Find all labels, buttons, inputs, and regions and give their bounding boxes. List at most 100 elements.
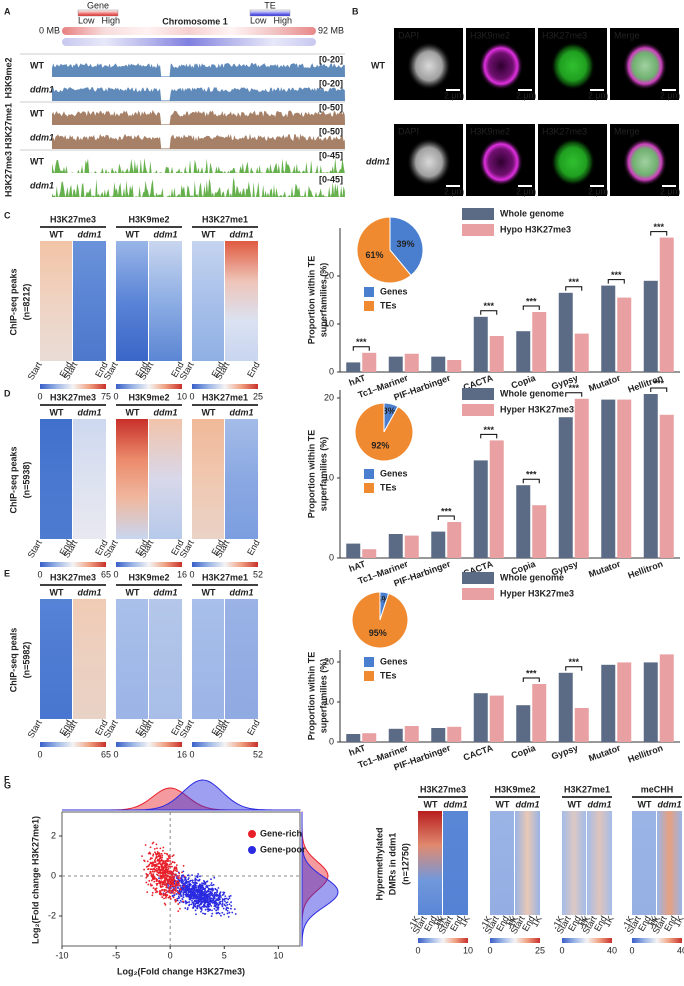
- density-texture: [204, 905, 207, 908]
- density-texture: [173, 867, 176, 870]
- density-texture: [195, 902, 198, 905]
- legend-label: Whole genome: [500, 208, 564, 218]
- y-tick-label: 0: [329, 552, 334, 562]
- density-texture: [151, 894, 154, 897]
- legend-label: Hypo H3K27me3: [500, 224, 571, 234]
- density-texture: [230, 905, 233, 907]
- significance-label: ***: [483, 425, 494, 435]
- density-texture: [159, 856, 162, 859]
- bar: [516, 485, 531, 558]
- density-texture: [184, 877, 187, 880]
- density-texture: [153, 868, 156, 871]
- density-texture: [196, 895, 199, 898]
- bar: [473, 316, 488, 372]
- colorbar-label: 0: [487, 945, 492, 955]
- sample-label: ddm1: [515, 799, 539, 809]
- x-tick-label: CACTA: [462, 743, 495, 763]
- y-tick-label: -2: [48, 910, 56, 920]
- density-texture: [149, 846, 152, 849]
- density-texture: [197, 898, 200, 900]
- bar: [346, 362, 361, 372]
- density-texture: [186, 907, 189, 909]
- legend-label: Genes: [380, 286, 408, 296]
- colorbar-label: 65: [101, 569, 111, 579]
- density-texture: [195, 897, 198, 900]
- density-texture: [177, 877, 180, 880]
- ideogram: [62, 38, 316, 46]
- heatmap-column: [149, 599, 182, 719]
- density-texture: [157, 863, 159, 865]
- bar: [643, 662, 658, 742]
- density-texture: [194, 909, 197, 912]
- channel-label: Merge: [614, 126, 640, 136]
- legend-label: Low: [78, 15, 95, 25]
- density-texture: [163, 875, 166, 877]
- heatmap-column: [73, 241, 106, 361]
- density-texture: [171, 855, 174, 858]
- y-axis-label: superfamilies (%): [318, 437, 328, 512]
- density-texture: [174, 883, 177, 886]
- y-axis-label: ChIP-seq peaks: [8, 446, 18, 513]
- density-texture: [169, 885, 171, 888]
- bar: [558, 672, 573, 742]
- density-texture: [170, 889, 173, 892]
- density-texture: [173, 861, 176, 864]
- density-texture: [226, 909, 229, 912]
- density-texture: [162, 868, 165, 871]
- density-texture: [191, 899, 193, 902]
- density-texture: [160, 881, 163, 884]
- density-texture: [143, 868, 146, 871]
- density-texture: [211, 889, 214, 892]
- density-texture: [159, 886, 162, 888]
- colorbar-label: 10: [463, 945, 473, 955]
- density-texture: [162, 894, 165, 896]
- nucleus: [407, 42, 451, 90]
- significance-bracket: [565, 666, 583, 671]
- channel-label: H3K9me2: [470, 126, 510, 136]
- colorbar-label: 75: [101, 391, 111, 401]
- bar: [643, 394, 658, 558]
- axis-label: 92 MB: [318, 25, 344, 35]
- colorbar: [40, 562, 106, 567]
- significance-label: ***: [356, 337, 367, 347]
- density-texture: [187, 878, 190, 881]
- density-texture: [181, 898, 184, 901]
- heatmap-column: [116, 419, 148, 539]
- y-axis-label: Proportion within TE: [306, 430, 316, 519]
- heatmap-column: [562, 811, 586, 915]
- y-tick-label: 10: [324, 318, 334, 328]
- density-texture: [169, 857, 171, 860]
- density-texture: [192, 891, 195, 894]
- bar: [404, 535, 419, 558]
- density-texture: [145, 876, 148, 879]
- x-tick-label: End: [245, 718, 262, 737]
- density-texture: [145, 881, 148, 884]
- track-group-label: H3K27me1: [3, 103, 13, 149]
- density-texture: [206, 899, 209, 902]
- density-texture: [178, 874, 181, 877]
- density-texture: [205, 896, 208, 899]
- density-texture: [209, 900, 211, 903]
- density-texture: [153, 880, 156, 883]
- significance-bracket: [565, 286, 583, 291]
- density-texture: [181, 874, 183, 877]
- density-texture: [204, 883, 207, 886]
- heatmap-column: [40, 241, 72, 361]
- density-texture: [177, 887, 179, 889]
- density-texture: [199, 891, 202, 894]
- x-tick-label: 1K: [503, 914, 517, 929]
- heatmap-column: [225, 599, 258, 719]
- density-texture: [165, 886, 168, 889]
- density-texture: [230, 907, 232, 910]
- density-texture: [188, 901, 191, 903]
- density-texture: [214, 887, 217, 890]
- density-texture: [165, 891, 168, 894]
- density-texture: [164, 852, 166, 855]
- sample-label: ddm1: [443, 799, 467, 809]
- density-texture: [189, 891, 192, 894]
- nucleus: [407, 138, 451, 186]
- group-title: H3K9me2: [128, 572, 169, 582]
- density-texture: [203, 879, 205, 882]
- density-texture: [215, 909, 218, 912]
- bar: [362, 549, 377, 558]
